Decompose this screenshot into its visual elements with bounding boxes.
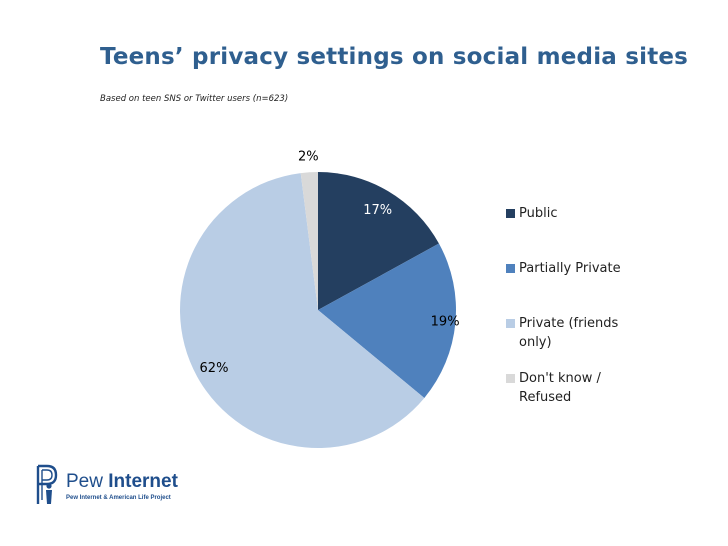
- legend-item-dont-know-refused: Don't know / Refused: [506, 369, 629, 407]
- pie-slice-partially-private: [318, 243, 457, 398]
- legend-item-private-friends-only: Private (friends only): [506, 314, 629, 352]
- legend-label-dont-know-refused: Don't know / Refused: [519, 371, 601, 405]
- legend-label-private-friends-only: Private (friends only): [519, 316, 619, 350]
- chart-title: Teens’ privacy settings on social media …: [100, 44, 689, 70]
- chart-subtitle: Based on teen SNS or Twitter users (n=62…: [100, 94, 289, 104]
- pew-internet-logo: Pew Internet Pew Internet & American Lif…: [34, 464, 224, 508]
- data-label-don-t-know-refused: 2%: [298, 150, 319, 165]
- legend-swatch-public: [506, 209, 515, 218]
- pie-slice-private-friends-only: [179, 173, 425, 449]
- data-label-partially-private: 19%: [431, 315, 460, 330]
- legend-label-public: Public: [519, 206, 558, 221]
- legend-item-public: Public: [506, 204, 629, 223]
- data-label-private-friends-only: 62%: [200, 361, 229, 376]
- logo-name-internet: Internet: [108, 471, 178, 492]
- pew-logo-mark-icon: [36, 464, 58, 504]
- legend-swatch-private-friends-only: [506, 319, 515, 328]
- legend-swatch-partially-private: [506, 264, 515, 273]
- logo-name-pew: Pew: [66, 471, 109, 492]
- legend-label-partially-private: Partially Private: [519, 261, 621, 276]
- pie-slice-don-t-know-refused: [300, 172, 318, 310]
- pie-slice-public: [318, 172, 439, 310]
- legend-swatch-dont-know-refused: [506, 374, 515, 383]
- data-label-public: 17%: [363, 203, 392, 218]
- logo-tagline: Pew Internet & American Life Project: [66, 495, 171, 501]
- legend-item-partially-private: Partially Private: [506, 259, 629, 278]
- logo-name: Pew Internet: [66, 471, 178, 493]
